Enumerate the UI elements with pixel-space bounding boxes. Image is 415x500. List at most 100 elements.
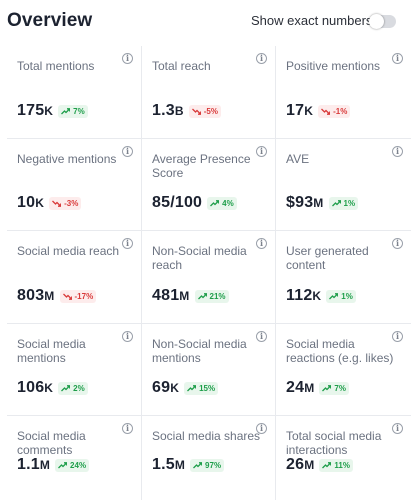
info-icon[interactable]: i	[392, 423, 403, 434]
metrics-row: Social media reach i 803M -17% Non-Social me…	[7, 231, 411, 324]
trend-up-icon	[331, 199, 344, 207]
metric-value-line: 10K -3%	[17, 194, 82, 212]
trend-badge: -17%	[59, 289, 97, 303]
info-icon[interactable]: i	[122, 146, 133, 157]
metric-card-non-social-media-mentions[interactable]: Non-Social media mentions i 69K 15%	[141, 324, 275, 415]
trend-badge: 7%	[319, 381, 349, 395]
info-icon[interactable]: i	[122, 331, 133, 342]
metric-label: Total mentions	[17, 59, 95, 73]
metric-value: 69K	[152, 379, 179, 397]
metric-label: Total reach	[152, 59, 211, 73]
metric-unit: K	[44, 104, 54, 118]
metric-label: Positive mentions	[286, 59, 381, 73]
metric-label: User generated content	[286, 244, 369, 272]
metric-value-line: 106K 2%	[17, 379, 88, 397]
trend-value: 7%	[73, 106, 85, 116]
metric-number: 106	[17, 379, 45, 396]
metric-unit: M	[313, 196, 324, 210]
metric-value-line: 1.1M 24%	[17, 456, 90, 474]
metric-number: 69	[152, 379, 171, 396]
trend-value: 1%	[343, 198, 356, 208]
metric-card-average-presence-score[interactable]: Average Presence Score i 85/100 4%	[141, 139, 275, 230]
metric-card-ave[interactable]: AVE i $93M 1%	[275, 139, 411, 230]
trend-value: 15%	[199, 383, 216, 393]
metric-value-line: 17K -1%	[286, 102, 351, 120]
metric-unit: B	[174, 104, 184, 118]
trend-up-icon	[61, 107, 73, 115]
metric-card-social-media-reactions-e-g-likes[interactable]: Social media reactions (e.g. likes) i 24M 7…	[275, 324, 411, 415]
info-icon[interactable]: i	[392, 53, 403, 64]
metric-unit: K	[304, 104, 314, 118]
trend-up-icon	[322, 461, 334, 469]
metric-card-social-media-reach[interactable]: Social media reach i 803M -17%	[7, 231, 141, 323]
info-icon[interactable]: i	[122, 238, 133, 249]
metric-value-line: 112K 1%	[286, 287, 356, 305]
metric-label: Non-Social media mentions	[152, 337, 247, 365]
info-icon[interactable]: i	[122, 423, 133, 434]
metric-card-social-media-shares[interactable]: Social media shares i 1.5M 97%	[141, 416, 275, 500]
metric-unit: M	[39, 458, 51, 472]
metric-card-total-social-media-interactions[interactable]: Total social media interactions i 26M 11%	[275, 416, 411, 500]
trend-badge: 15%	[184, 381, 219, 395]
info-icon[interactable]: i	[392, 146, 403, 157]
trend-value: 21%	[209, 291, 226, 301]
metric-value-line: 69K 15%	[152, 379, 219, 397]
trend-value: 7%	[334, 383, 346, 393]
metric-label: Social media reactions (e.g. likes)	[286, 337, 394, 365]
metric-label: Negative mentions	[17, 152, 117, 166]
exact-numbers-label: Show exact numbers	[251, 13, 373, 28]
metric-label: Social media comments	[17, 429, 86, 457]
metric-label: Social media shares	[152, 429, 261, 443]
info-icon[interactable]: i	[256, 423, 267, 434]
exact-numbers-toggle[interactable]	[369, 14, 396, 29]
trend-value: -3%	[64, 198, 79, 208]
metric-card-total-mentions[interactable]: Total mentions i 175K 7%	[7, 46, 141, 138]
metric-value: 10K	[17, 194, 44, 212]
trend-up-icon	[187, 384, 199, 392]
metric-value-line: 24M 7%	[286, 379, 349, 397]
toggle-knob[interactable]	[369, 14, 384, 29]
metrics-row: Social media mentions i 106K 2% Non-Social m…	[7, 324, 411, 416]
trend-badge: 7%	[58, 104, 88, 118]
metric-unit: M	[304, 381, 315, 395]
info-icon[interactable]: i	[392, 238, 403, 249]
metric-card-total-reach[interactable]: Total reach i 1.3B -5%	[141, 46, 275, 138]
info-icon[interactable]: i	[122, 53, 133, 64]
metric-card-positive-mentions[interactable]: Positive mentions i 17K -1%	[275, 46, 411, 138]
info-icon[interactable]: i	[392, 331, 403, 342]
trend-badge: -1%	[318, 104, 351, 118]
metric-value: 24M	[286, 379, 314, 397]
metric-value: 85/100	[152, 194, 202, 212]
trend-badge: 2%	[58, 381, 88, 395]
metric-unit: K	[170, 381, 180, 395]
info-icon[interactable]: i	[256, 53, 267, 64]
overview-header: Overview Show exact numbers	[0, 0, 415, 44]
trend-value: 4%	[222, 198, 234, 208]
trend-badge: 21%	[194, 289, 229, 303]
trend-badge: 24%	[55, 458, 90, 472]
metric-unit: K	[35, 196, 45, 210]
info-icon[interactable]: i	[256, 146, 267, 157]
metric-card-negative-mentions[interactable]: Negative mentions i 10K -3%	[7, 139, 141, 230]
metric-number: 1.3	[152, 102, 175, 119]
metric-number: 1.5	[152, 456, 175, 473]
trend-value: -17%	[74, 291, 94, 301]
metric-value: 1.3B	[152, 102, 184, 120]
metric-unit: M	[44, 289, 55, 303]
metric-card-non-social-media-reach[interactable]: Non-Social media reach i 481M 21%	[141, 231, 275, 323]
info-icon[interactable]: i	[256, 238, 267, 249]
metric-card-social-media-mentions[interactable]: Social media mentions i 106K 2%	[7, 324, 141, 415]
trend-up-icon	[197, 292, 210, 300]
metric-number: 85/100	[152, 194, 203, 211]
trend-up-icon	[58, 461, 70, 469]
metric-card-user-generated-content[interactable]: User generated content i 112K 1%	[275, 231, 411, 323]
metric-value-line: 481M 21%	[152, 287, 229, 305]
trend-value: 24%	[70, 460, 87, 470]
trend-badge: -5%	[188, 104, 221, 118]
metric-value-line: 85/100 4%	[152, 194, 237, 212]
metric-card-social-media-comments[interactable]: Social media comments i 1.1M 24%	[7, 416, 141, 500]
metrics-row: Social media comments i 1.1M 24% Social medi…	[7, 416, 411, 500]
trend-badge: 4%	[207, 196, 237, 210]
info-icon[interactable]: i	[256, 331, 267, 342]
trend-down-icon	[62, 293, 75, 300]
